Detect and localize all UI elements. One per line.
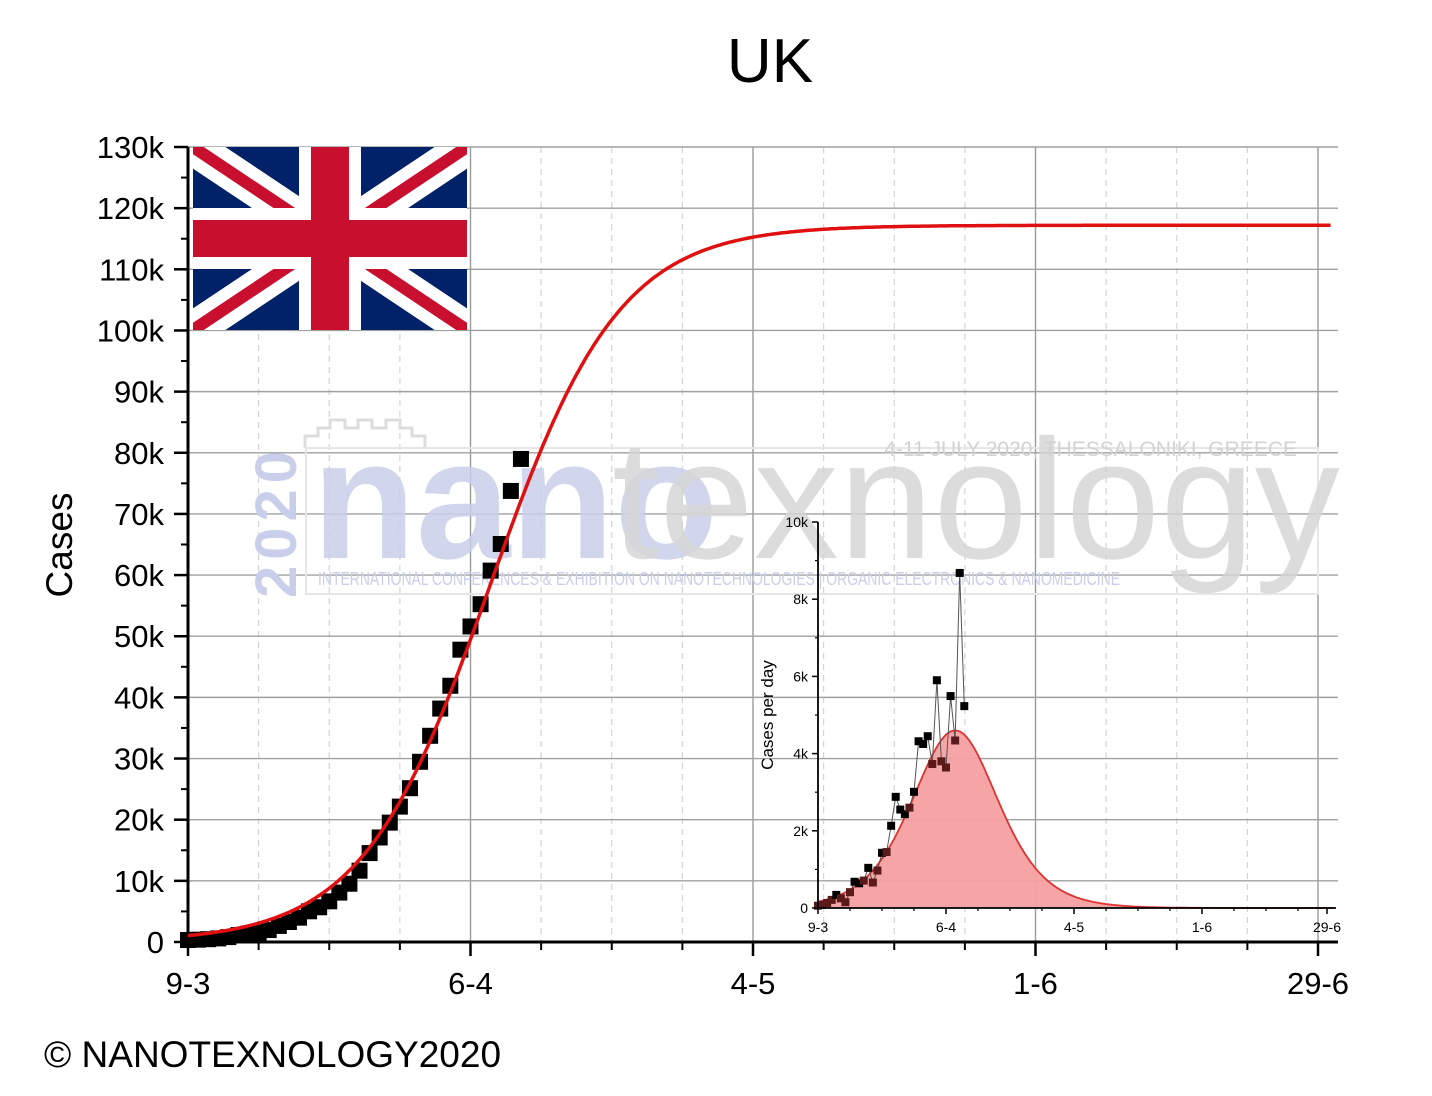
inset-data-point	[905, 803, 914, 812]
inset-data-point	[951, 736, 960, 745]
inset-y-tick-label: 10k	[785, 514, 809, 530]
watermark-frame	[305, 447, 1319, 595]
y-tick-label: 30k	[114, 742, 164, 777]
x-tick-label: 9-3	[166, 966, 211, 1001]
inset-data-point	[960, 702, 969, 711]
inset-y-tick-label: 4k	[793, 746, 809, 762]
copyright-notice: © NANOTEXNOLOGY2020	[44, 1034, 502, 1075]
inset-x-tick-label: 6-4	[936, 919, 956, 935]
inset-data-point	[868, 878, 877, 887]
inset-data-point	[900, 810, 909, 819]
inset-data-point	[946, 692, 955, 701]
inset-data-point	[878, 848, 886, 857]
inset-data-point	[942, 763, 950, 772]
data-point	[361, 845, 378, 862]
inset-data-point	[832, 890, 841, 899]
inset-data-point	[937, 757, 946, 766]
inset-data-point	[846, 888, 854, 897]
data-point	[351, 862, 368, 879]
y-tick-label: 110k	[99, 252, 164, 287]
inset-data-point	[873, 866, 882, 875]
y-tick-label: 60k	[114, 558, 164, 593]
y-axis-label: Cases	[39, 493, 80, 598]
y-tick-label: 40k	[114, 680, 164, 715]
main-axes: 0 10k 20k 30k 40k 50k 60k 70k 80k 90k 100k 110k 120k…	[97, 130, 1349, 1001]
x-tick-label: 29-6	[1287, 966, 1349, 1001]
main-grid	[188, 146, 1338, 942]
watermark-tower-icon	[303, 418, 427, 448]
data-point	[502, 482, 519, 499]
watermark-subtitle: INTERNATIONAL CONFERENCES & EXHIBITION O…	[318, 569, 1120, 589]
y-tick-label: 130k	[97, 130, 165, 165]
inset-area	[818, 730, 1335, 908]
inset-data-point	[955, 568, 964, 577]
main-series	[180, 223, 1331, 949]
y-tick-label: 0	[147, 925, 164, 960]
inset-y-tick-label: 2k	[793, 823, 809, 839]
y-tick-label: 100k	[97, 313, 165, 348]
y-tick-label: 120k	[97, 191, 165, 226]
inset-data-point	[923, 732, 932, 741]
y-tick-label: 90k	[114, 375, 164, 410]
inset-data-point	[896, 805, 905, 814]
inset-data-point	[859, 876, 868, 885]
x-tick-label: 4-5	[731, 966, 776, 1001]
watermark-word-nano: nano	[312, 405, 718, 595]
x-tick-label: 6-4	[448, 966, 493, 1001]
watermark-year: 2020	[244, 445, 309, 598]
inset-data-point	[850, 877, 859, 886]
data-point	[341, 875, 358, 892]
inset-data-point	[928, 760, 937, 769]
inset-x-tick-label: 9-3	[808, 919, 828, 935]
inset-data-point	[919, 739, 928, 748]
inset-data-point	[887, 821, 896, 830]
watermark-logo: 2020 nano texnology 4-11 JULY 2020, THES…	[244, 405, 1340, 598]
inset-data-point	[882, 848, 891, 857]
inset-data-point	[836, 894, 845, 903]
inset-data-point	[827, 895, 836, 904]
x-tick-label: 1-6	[1013, 966, 1058, 1001]
inset-y-tick-label: 0	[800, 900, 808, 916]
watermark-word-texnology: texnology	[612, 405, 1340, 595]
inset-data-point	[914, 737, 923, 746]
inset-data-point	[891, 792, 900, 801]
uk-flag-icon	[193, 147, 467, 330]
fit-line	[187, 223, 1331, 938]
inset-y-tick-label: 6k	[793, 668, 809, 684]
inset-x-tick-label: 4-5	[1064, 919, 1084, 935]
inset-chart: 0 2k 4k 6k 8k 10k 9-3 6-4 4-5 1-6 29-6 Cases per da…	[758, 514, 1341, 935]
y-tick-label: 20k	[114, 803, 164, 838]
inset-data-point	[864, 863, 873, 872]
inset-y-tick-label: 8k	[793, 591, 809, 607]
inset-data-point	[910, 787, 918, 796]
watermark-dates: 4-11 JULY 2020, THESSALONIKI, GREECE	[884, 438, 1297, 461]
inset-x-tick-label: 1-6	[1192, 919, 1212, 935]
data-point	[512, 450, 529, 467]
y-tick-label: 10k	[114, 864, 164, 899]
inset-data-point	[823, 898, 832, 907]
chart-title: UK	[727, 27, 813, 96]
y-tick-label: 70k	[114, 497, 164, 532]
inset-data-point	[841, 898, 850, 907]
inset-x-tick-label: 29-6	[1313, 919, 1341, 935]
inset-data-point	[855, 879, 864, 888]
inset-data-point	[932, 676, 941, 685]
y-tick-label: 80k	[114, 436, 164, 471]
inset-y-axis-label: Cases per day	[758, 660, 777, 770]
inset-data-point	[818, 900, 827, 909]
y-tick-label: 50k	[114, 619, 164, 654]
